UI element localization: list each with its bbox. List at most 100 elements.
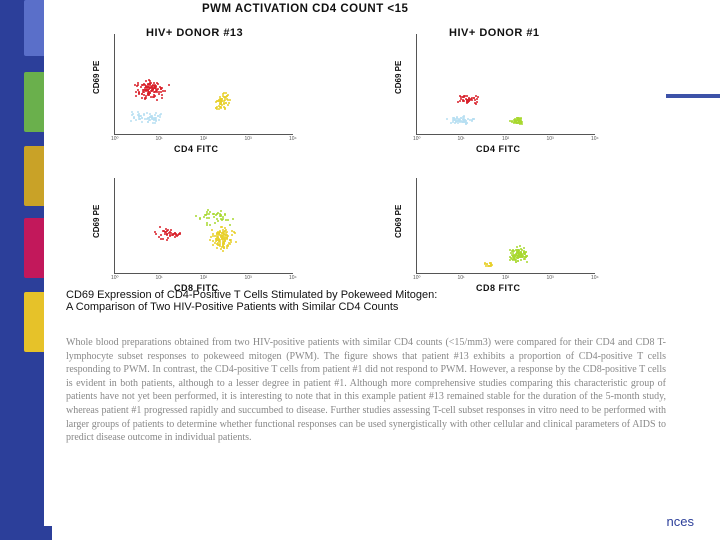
event-dot [136,89,139,92]
event-dot [228,99,231,102]
event-dot [229,238,232,241]
event-dot [218,214,221,217]
event-dot [130,113,133,116]
event-dot [144,85,147,88]
event-dot [453,118,456,121]
event-dot [222,241,224,244]
event-dot [526,254,529,257]
event-dot [520,251,523,254]
event-dot [138,91,141,94]
event-dot [518,119,521,122]
event-dot [141,89,144,92]
event-dot [154,85,157,88]
event-dot [222,101,225,104]
x-tick-label: 10¹ [457,275,465,281]
event-dot [222,234,225,237]
event-dot [223,99,226,102]
event-dot [145,117,148,120]
event-dot [136,111,139,114]
event-dot [166,237,169,240]
event-dot [146,89,149,92]
event-dot [159,113,162,116]
event-dot [471,120,474,123]
event-dot [215,242,218,245]
event-dot [153,117,156,120]
event-dot [194,215,197,218]
event-dot [169,234,172,237]
event-dot [165,228,167,231]
event-dot [140,120,143,123]
x-tick-label: 10⁴ [289,136,297,142]
y-axis-label: CD69 PE [394,204,403,238]
event-dot [511,252,514,255]
event-dot [167,231,170,234]
event-dot [219,230,222,233]
event-dot [222,94,225,97]
event-dot [458,118,461,121]
event-dot [199,218,202,221]
event-dot [214,213,217,216]
event-dot [152,122,155,125]
event-dot [473,102,476,105]
event-dot [454,121,457,124]
event-dot [131,111,134,113]
event-dot [156,82,159,85]
event-dot [514,261,517,264]
event-dot [163,230,166,233]
event-dot [456,120,459,123]
event-dot [150,87,153,90]
event-dot [521,248,524,251]
event-dot [215,108,218,111]
event-dot [229,242,232,245]
event-dot [148,116,151,119]
event-dot [223,96,226,99]
event-dot [521,256,524,259]
event-dot [509,258,512,261]
event-dot [179,232,182,235]
event-dot [162,230,165,233]
event-dot [522,257,525,260]
event-dot [218,240,221,243]
x-tick-label: 10³ [244,136,252,142]
x-tick-label: 10¹ [155,275,163,281]
event-dot [219,241,222,244]
footer-text: ences [659,514,694,529]
event-dot [151,116,154,119]
event-dot [165,239,168,242]
donor-13-title: HIV+ DONOR #13 [146,27,244,39]
event-dot [475,94,478,97]
event-dot [157,236,160,239]
event-dot [221,232,224,235]
event-dot [218,213,221,216]
event-dot [484,261,487,264]
event-dot [525,260,528,263]
event-dot [215,107,218,110]
event-dot [154,111,157,114]
event-dot [470,99,473,102]
event-dot [519,244,522,247]
event-dot [209,236,212,239]
event-dot [175,232,178,235]
event-dot [467,98,470,101]
event-dot [233,231,236,234]
event-dot [176,234,179,237]
event-dot [223,231,226,234]
event-dot [467,100,470,103]
event-dot [470,97,473,100]
event-dot [463,119,465,122]
event-dot [141,97,143,100]
event-dot [463,95,466,98]
event-dot [153,82,156,85]
event-dot [221,235,224,238]
event-dot [144,83,147,86]
event-dot [149,83,152,86]
event-dot [132,112,135,115]
event-dot [206,208,209,211]
event-dot [515,120,517,123]
event-dot [212,213,215,216]
event-dot [517,120,520,123]
event-dot [156,99,159,102]
event-dot [222,217,225,220]
event-dot [217,104,220,107]
event-dot [523,253,526,256]
